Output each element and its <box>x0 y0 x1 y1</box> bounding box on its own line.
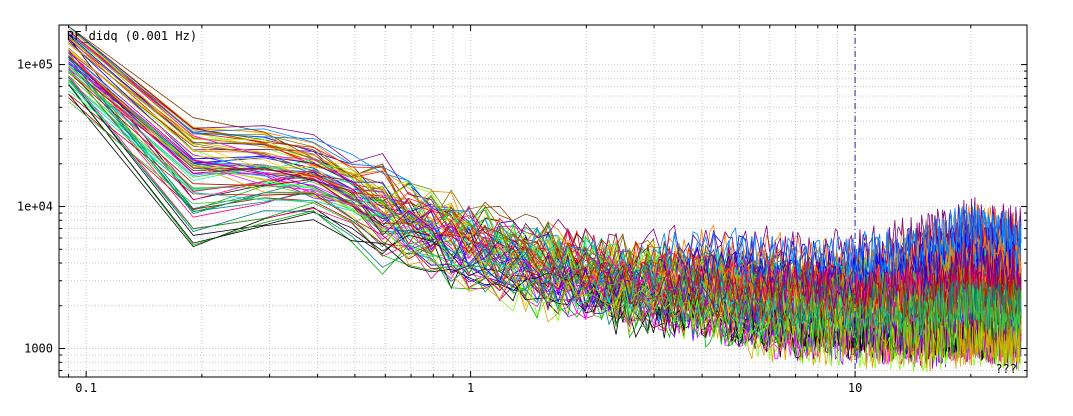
plot-frame <box>58 24 1028 378</box>
series-line <box>68 72 1022 372</box>
chart-title: RF_didq (0.001 Hz) <box>67 29 197 43</box>
x-tick-label: 1 <box>467 381 474 395</box>
series-line <box>68 101 1022 346</box>
series-line <box>68 25 1022 278</box>
y-tick-label: 1000 <box>24 342 53 356</box>
series-layer <box>68 25 1022 377</box>
corner-label: ??? <box>995 362 1017 376</box>
y-tick-label: 1e+05 <box>17 58 53 72</box>
x-tick-label: 10 <box>848 381 862 395</box>
x-tick-label: 0.1 <box>75 381 97 395</box>
series-line <box>68 55 1022 314</box>
series-line <box>68 25 1022 285</box>
series-line <box>68 49 1022 316</box>
y-tick-label: 1e+04 <box>17 200 53 214</box>
